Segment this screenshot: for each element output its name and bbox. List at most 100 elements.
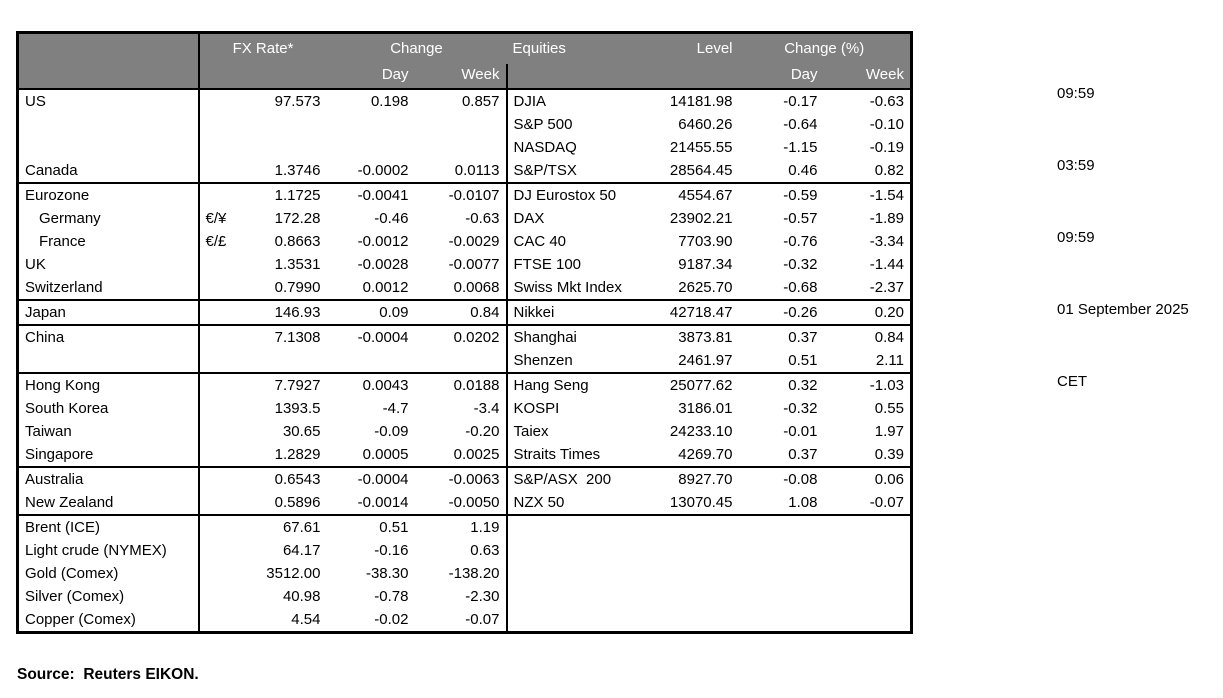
- cell-equity-level: 9187.34: [678, 256, 733, 273]
- cell-equity-change-day: 1.08: [788, 494, 818, 511]
- header-equities: Equities: [506, 32, 642, 64]
- cell-equity-level: 21455.55: [669, 139, 733, 156]
- cell-equity-change-day: -0.76: [783, 233, 818, 250]
- cell-fx-rate: 1.3531: [274, 256, 321, 273]
- cell-equity-name: Nikkei: [506, 299, 642, 325]
- cell-fx-rate: 4.54: [291, 611, 321, 628]
- cell-country: Gold (Comex): [17, 562, 200, 585]
- market-table: FX Rate* Change Equities Level Change (%…: [16, 31, 913, 634]
- cell-fx-change-day: -0.0004: [326, 324, 415, 349]
- cell-fx-change-day: -0.0041: [326, 182, 415, 207]
- table-row: Eurozone 1.1725 -0.0041 -0.0107 DJ Eurostox …: [17, 182, 912, 207]
- table-row: UK 1.3531 -0.0028 -0.0077 FTSE 100 9187.34 -0.…: [17, 253, 912, 276]
- cell-equity-name: [506, 514, 642, 539]
- cell-equity-name: DJ Eurostox 50: [506, 182, 642, 207]
- cell-equity-name: [507, 562, 642, 585]
- cell-currency-pair: [199, 159, 242, 183]
- cell-country: [17, 113, 200, 136]
- table-row: Switzerland 0.7990 0.0012 0.0068 Swiss Mkt I…: [17, 276, 912, 300]
- cell-equity-name: Taiex: [513, 423, 549, 440]
- table-row: South Korea 1393.5 -4.7 -3.4 KOSPI 3186.01 -0.…: [17, 397, 912, 420]
- cell-equity-name: NZX 50: [513, 494, 565, 511]
- cell-fx-change-week: 0.0113: [414, 159, 508, 183]
- cell-equity-change-day: 0.37: [788, 446, 818, 463]
- table-row: US 97.573 0.198 0.857 DJIA 14181.98 -0.17 -0.63: [17, 89, 912, 113]
- cell-equity-level: 7703.90: [678, 233, 733, 250]
- cell-country: Switzerland: [17, 276, 200, 300]
- cell-fx-change-day: -0.16: [374, 542, 409, 559]
- header-fx-day: Day: [326, 64, 415, 90]
- cell-equity-change-day: -0.26: [738, 299, 824, 325]
- cell-fx-change-week: 0.84: [414, 299, 508, 325]
- cell-fx-change-week: 0.63: [414, 539, 508, 562]
- cell-fx-change-week: -0.0029: [414, 230, 508, 253]
- cell-equity-level: 3873.81: [641, 324, 739, 349]
- cell-equity-change-day: -0.32: [783, 256, 818, 273]
- cell-country: New Zealand: [17, 491, 200, 515]
- cell-equity-change-day: -0.57: [783, 210, 818, 227]
- table-row: Germany €/¥ 172.28 -0.46 -0.63 DAX 23902.21 -0.…: [17, 207, 912, 230]
- cell-equity-change-week: 0.06: [823, 466, 912, 491]
- cell-fx-change-week: [414, 349, 508, 373]
- cell-equity-change-week: -3.34: [869, 233, 904, 250]
- cell-fx-rate: 0.6543: [241, 466, 327, 491]
- cell-equity-change-week: -0.19: [869, 139, 904, 156]
- cell-fx-change-day: -0.0014: [357, 494, 409, 511]
- cell-equity-name: NASDAQ: [513, 139, 577, 156]
- source-line: Source: Reuters EIKON.: [17, 666, 199, 683]
- timestamp-line: 09:59: [1057, 229, 1095, 246]
- header-blank-pair: [198, 64, 242, 90]
- cell-fx-rate: 1.3746: [274, 162, 321, 179]
- cell-equity-change-day: -0.68: [783, 279, 818, 296]
- cell-equity-level: [642, 539, 739, 562]
- cell-equity-name: [507, 585, 642, 608]
- timestamp-line: 09:59: [1057, 85, 1095, 102]
- timestamp-block: 09:59 03:59 09:59 01 September 2025 CET: [1057, 34, 1189, 442]
- table-row: France €/£ 0.8663 -0.0012 -0.0029 CAC 40 7703.…: [17, 230, 912, 253]
- cell-fx-change-day: 0.0012: [362, 279, 409, 296]
- cell-equity-name: S&P/TSX: [513, 162, 577, 179]
- cell-equity-name: [507, 539, 642, 562]
- cell-equity-level: 13070.45: [669, 494, 733, 511]
- cell-currency-pair: €/£: [205, 233, 227, 250]
- cell-equity-level: 2461.97: [678, 352, 733, 369]
- cell-fx-rate: 1.1725: [241, 182, 327, 207]
- cell-equity-name: KOSPI: [513, 400, 560, 417]
- cell-currency-pair: [198, 466, 242, 491]
- table-row: Gold (Comex) 3512.00 -38.30 -138.20: [17, 562, 912, 585]
- cell-equity-change-week: -1.54: [823, 182, 912, 207]
- cell-fx-rate: 67.61: [241, 514, 327, 539]
- cell-equity-change-week: 0.20: [823, 299, 912, 325]
- cell-fx-rate: [242, 113, 327, 136]
- cell-currency-pair: [199, 397, 242, 420]
- cell-fx-change-week: 0.857: [414, 89, 508, 113]
- cell-country: Singapore: [17, 443, 200, 467]
- cell-equity-name: CAC 40: [513, 233, 567, 250]
- cell-fx-rate: 1.2829: [274, 446, 321, 463]
- cell-equity-change-day: [739, 585, 824, 608]
- cell-fx-change-day: 0.198: [370, 93, 409, 110]
- cell-fx-change-week: -138.20: [414, 562, 508, 585]
- cell-currency-pair: [198, 182, 242, 207]
- table-row: Japan 146.93 0.09 0.84 Nikkei 42718.47 -0.26 0.…: [17, 299, 912, 325]
- cell-fx-change-week: 0.0025: [414, 443, 508, 467]
- table-row: Singapore 1.2829 0.0005 0.0025 Straits Times…: [17, 443, 912, 467]
- cell-fx-change-day: -0.0028: [357, 256, 409, 273]
- cell-currency-pair: [199, 113, 242, 136]
- cell-equity-change-week: 0.39: [874, 446, 904, 463]
- cell-fx-change-week: -0.0050: [414, 491, 508, 515]
- timestamp-line: 03:59: [1057, 157, 1095, 174]
- cell-fx-rate: 1393.5: [274, 400, 321, 417]
- cell-fx-change-week: 0.0202: [414, 324, 508, 349]
- header-eq-week: Week: [823, 64, 912, 90]
- cell-fx-change-day: -0.78: [374, 588, 409, 605]
- table-row: Australia 0.6543 -0.0004 -0.0063 S&P/ASX 200…: [17, 466, 912, 491]
- cell-country: France: [17, 230, 200, 253]
- cell-equity-name: Swiss Mkt Index: [513, 279, 622, 296]
- cell-country: Germany: [17, 207, 200, 230]
- cell-equity-change-day: [738, 514, 824, 539]
- cell-fx-change-day: -38.30: [365, 565, 409, 582]
- table-row: Canada 1.3746 -0.0002 0.0113 S&P/TSX 28564.45…: [17, 159, 912, 183]
- cell-equity-change-day: -0.59: [738, 182, 824, 207]
- cell-equity-change-week: -0.07: [869, 494, 904, 511]
